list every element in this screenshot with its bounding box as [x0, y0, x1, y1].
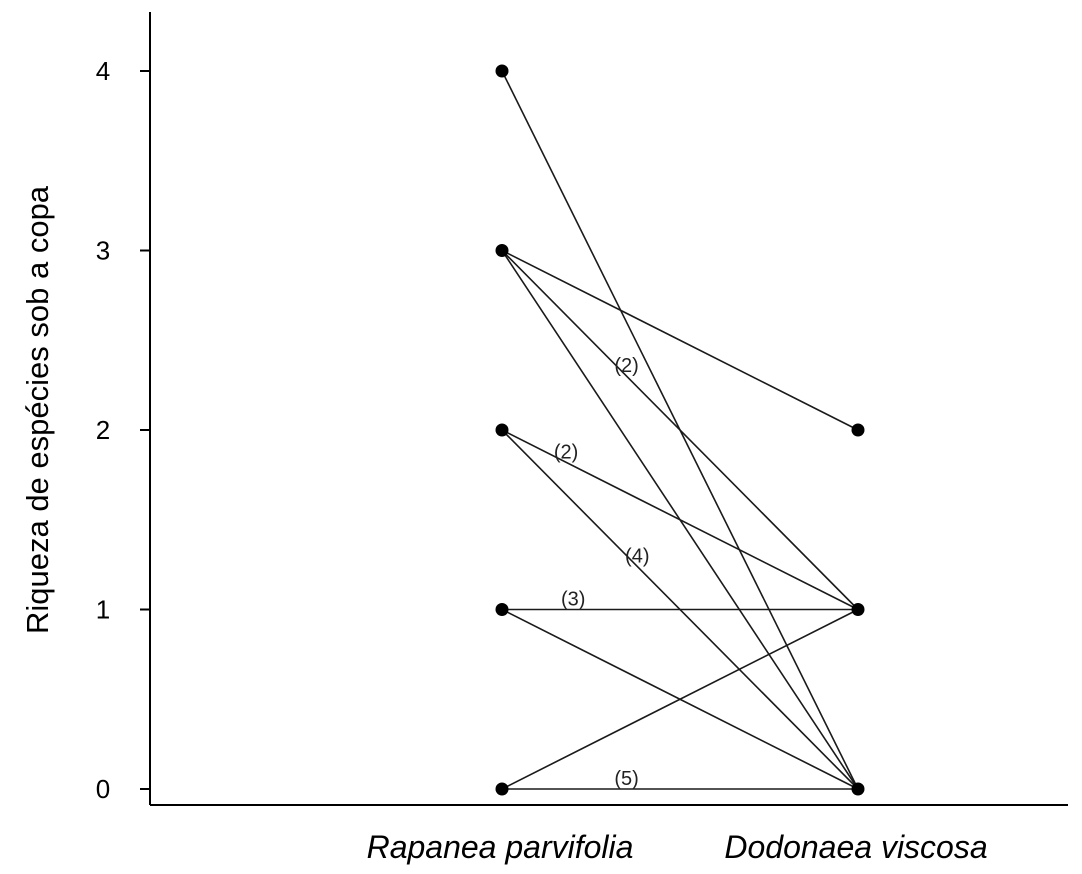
- y-tick-label: 4: [96, 56, 110, 86]
- axis-text: Rapanea parvifolia Dodonaea viscosa Riquez…: [20, 185, 988, 865]
- x-category-label: Dodonaea viscosa: [724, 829, 987, 865]
- pair-line: [501, 429, 859, 611]
- y-tick-label: 0: [96, 774, 110, 804]
- count-label: (3): [561, 589, 585, 611]
- y-tick-label: 3: [96, 236, 110, 266]
- y-axis-title: Riqueza de espécies sob a copa: [20, 185, 55, 634]
- count-labels: (2) (2) (4) (3) (5): [554, 355, 650, 790]
- data-point: [495, 782, 509, 796]
- data-point: [851, 603, 865, 616]
- data-point: [495, 603, 509, 616]
- y-ticks: 0 1 2 3 4: [96, 56, 150, 804]
- data-point: [495, 423, 509, 437]
- pair-line: [501, 608, 859, 790]
- pair-line: [501, 249, 859, 431]
- pair-line: [501, 249, 859, 611]
- count-label: (4): [625, 545, 649, 567]
- count-label: (5): [614, 768, 638, 790]
- data-point: [851, 423, 865, 437]
- x-category-label: Rapanea parvifolia: [367, 829, 634, 865]
- axes: [149, 12, 1068, 806]
- data-point: [495, 244, 509, 257]
- count-label: (2): [554, 441, 578, 463]
- data-points: [495, 64, 865, 796]
- data-point: [495, 64, 509, 78]
- y-tick-label: 1: [96, 595, 110, 625]
- y-tick-label: 2: [96, 415, 110, 445]
- count-label: (2): [614, 355, 638, 377]
- pair-lines: [501, 70, 859, 790]
- data-point: [851, 782, 865, 796]
